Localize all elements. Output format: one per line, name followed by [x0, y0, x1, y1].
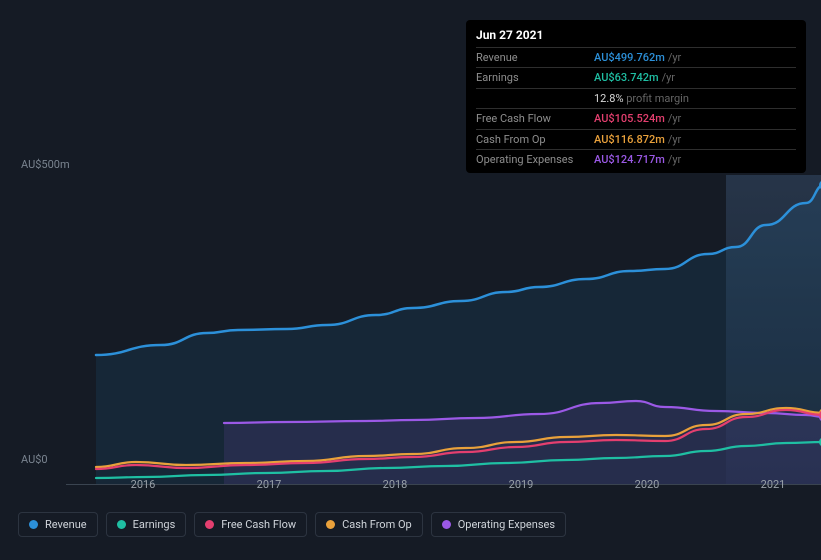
chart-legend: Revenue Earnings Free Cash Flow Cash From O…: [18, 512, 566, 537]
tooltip-row: Free Cash FlowAU$105.524m/yr: [476, 108, 796, 128]
tooltip-label: Free Cash Flow: [476, 111, 594, 126]
y-axis-tick-label: AU$0: [21, 453, 48, 466]
tooltip-value: AU$105.524m: [594, 111, 665, 126]
legend-dot-icon: [117, 520, 126, 529]
tooltip-row: Operating ExpensesAU$124.717m/yr: [476, 149, 796, 169]
legend-label: Cash From Op: [342, 518, 412, 531]
legend-item[interactable]: Cash From Op: [315, 512, 423, 537]
legend-dot-icon: [442, 520, 451, 529]
tooltip-suffix: /yr: [662, 70, 675, 85]
tooltip-label: Earnings: [476, 70, 594, 85]
tooltip-value: AU$116.872m: [594, 132, 665, 147]
legend-label: Earnings: [133, 518, 176, 531]
x-axis-tick-label: 2016: [131, 478, 156, 491]
tooltip-value: AU$63.742m: [594, 70, 659, 85]
tooltip-suffix: /yr: [668, 111, 681, 126]
chart-plot: [66, 175, 821, 485]
legend-item[interactable]: Revenue: [18, 512, 98, 537]
x-axis-labels: 2016 2017 2018 2019 2020 2021: [48, 478, 806, 498]
x-axis-tick-label: 2021: [761, 478, 786, 491]
tooltip-suffix: /yr: [668, 132, 681, 147]
x-axis-tick-label: 2018: [383, 478, 408, 491]
legend-item[interactable]: Earnings: [106, 512, 187, 537]
tooltip-label: Cash From Op: [476, 132, 594, 147]
tooltip-suffix: /yr: [668, 152, 681, 167]
chart-tooltip: Jun 27 2021 RevenueAU$499.762m/yrEarning…: [466, 20, 806, 173]
legend-label: Revenue: [45, 518, 87, 531]
legend-label: Operating Expenses: [458, 518, 555, 531]
legend-label: Free Cash Flow: [221, 518, 296, 531]
tooltip-date: Jun 27 2021: [476, 26, 796, 47]
x-axis-tick-label: 2019: [509, 478, 534, 491]
y-axis-tick-label: AU$500m: [21, 158, 70, 171]
legend-item[interactable]: Free Cash Flow: [194, 512, 307, 537]
x-axis-tick-label: 2017: [257, 478, 282, 491]
x-axis-tick-label: 2020: [635, 478, 660, 491]
tooltip-label: Revenue: [476, 50, 594, 65]
tooltip-value: AU$499.762m: [594, 50, 665, 65]
legend-item[interactable]: Operating Expenses: [431, 512, 566, 537]
tooltip-label: Operating Expenses: [476, 152, 594, 167]
tooltip-row: EarningsAU$63.742m/yr: [476, 67, 796, 87]
tooltip-suffix: /yr: [668, 50, 681, 65]
tooltip-row: RevenueAU$499.762m/yr: [476, 47, 796, 67]
legend-dot-icon: [29, 520, 38, 529]
tooltip-row: Cash From OpAU$116.872m/yr: [476, 129, 796, 149]
tooltip-profit-margin: 12.8% profit margin: [594, 91, 689, 106]
legend-dot-icon: [205, 520, 214, 529]
tooltip-value: AU$124.717m: [594, 152, 665, 167]
legend-dot-icon: [326, 520, 335, 529]
